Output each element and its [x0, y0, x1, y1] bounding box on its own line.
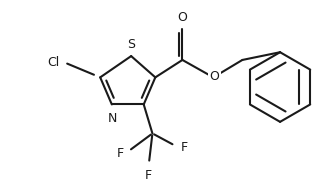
Text: F: F: [145, 169, 152, 182]
Text: F: F: [116, 147, 123, 160]
Text: N: N: [108, 112, 117, 125]
Text: S: S: [127, 38, 135, 51]
Text: F: F: [181, 141, 187, 154]
Text: O: O: [178, 11, 187, 24]
Text: O: O: [209, 70, 219, 83]
Text: Cl: Cl: [47, 56, 60, 69]
